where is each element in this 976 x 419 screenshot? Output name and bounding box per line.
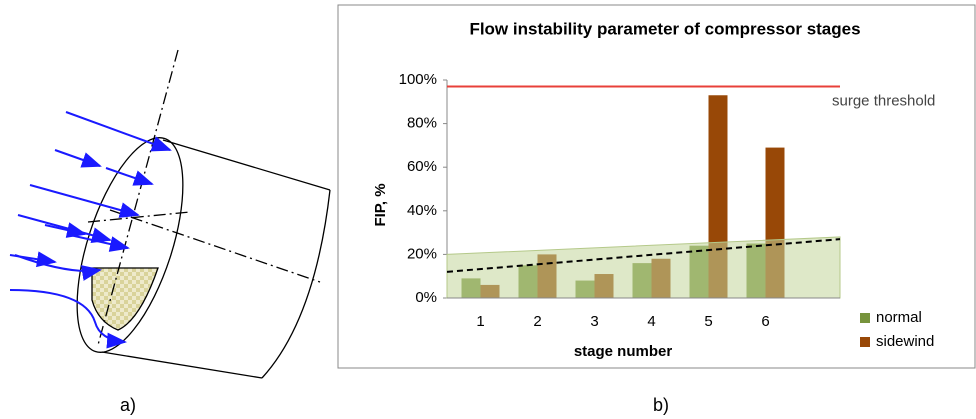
y-tick-label: 20%: [407, 245, 437, 262]
y-tick-label: 80%: [407, 115, 437, 132]
trendline: [446, 238, 841, 273]
chart-frame: [337, 4, 976, 369]
legend-swatch: [860, 313, 870, 323]
y-tick-label: 100%: [399, 71, 437, 88]
x-tick-label: 5: [704, 313, 712, 330]
x-tick-label: 6: [761, 313, 769, 330]
y-axis-label: FIP, %: [372, 183, 389, 226]
chart-title: Flow instability parameter of compressor…: [469, 19, 860, 38]
x-tick-label: 4: [647, 313, 655, 330]
x-tick-label: 3: [590, 313, 598, 330]
panel-label: b): [653, 395, 669, 415]
stable-zone: [446, 236, 841, 299]
diagram: [9, 49, 331, 379]
x-tick-label: 1: [476, 313, 484, 330]
legend-label: normal: [876, 309, 922, 326]
y-tick-label: 60%: [407, 158, 437, 175]
y-tick-label: 40%: [407, 202, 437, 219]
panel-label: a): [120, 395, 136, 415]
x-axis-label: stage number: [574, 343, 673, 360]
threshold-label: surge threshold: [832, 93, 935, 110]
y-tick-label: 0%: [415, 289, 437, 306]
x-tick-label: 2: [533, 313, 541, 330]
legend-swatch: [860, 337, 870, 347]
legend-label: sidewind: [876, 333, 934, 350]
